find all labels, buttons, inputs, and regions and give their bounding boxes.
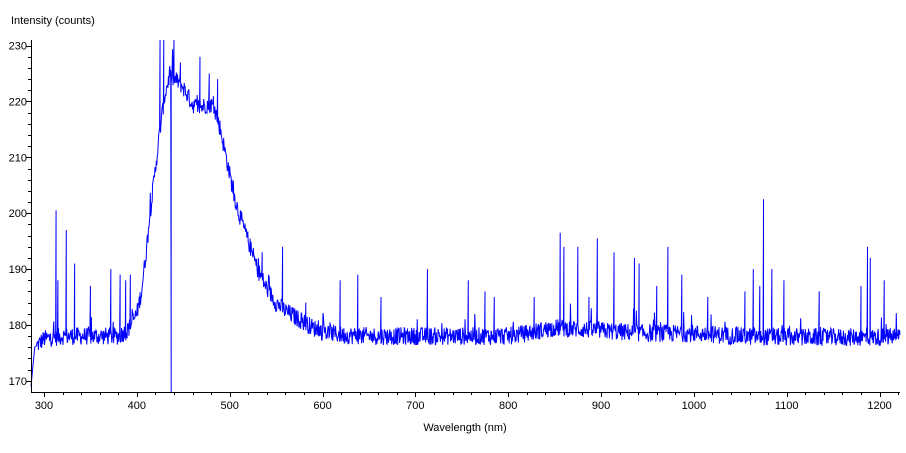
x-tick-label: 900 xyxy=(592,400,610,412)
y-tick-label: 170 xyxy=(9,376,27,388)
x-tick-label: 500 xyxy=(221,400,239,412)
x-tick-label: 1200 xyxy=(867,400,891,412)
x-tick-label: 700 xyxy=(406,400,424,412)
plot-area xyxy=(30,39,901,393)
x-axis-label: Wavelength (nm) xyxy=(423,422,506,434)
x-ticks: 300 400 500 600 700 800 900 1000 1100 1200 xyxy=(35,392,899,412)
spectrum-line xyxy=(30,39,901,393)
x-tick-label: 400 xyxy=(128,400,146,412)
x-tick-label: 600 xyxy=(313,400,331,412)
y-tick-label: 180 xyxy=(9,320,27,332)
y-tick-label: 190 xyxy=(9,264,27,276)
axes: 300 400 500 600 700 800 900 1000 1100 1200 170 180… xyxy=(9,40,900,412)
y-ticks: 170 180 190 200 210 220 230 xyxy=(9,41,31,388)
y-tick-label: 200 xyxy=(9,208,27,220)
y-tick-label: 220 xyxy=(9,96,27,108)
x-tick-label: 1100 xyxy=(775,400,799,412)
x-tick-label: 1000 xyxy=(682,400,706,412)
y-tick-label: 210 xyxy=(9,152,27,164)
x-tick-label: 800 xyxy=(499,400,517,412)
x-tick-label: 300 xyxy=(35,400,53,412)
y-axis-label: Intensity (counts) xyxy=(11,15,95,27)
y-tick-label: 230 xyxy=(9,41,27,53)
